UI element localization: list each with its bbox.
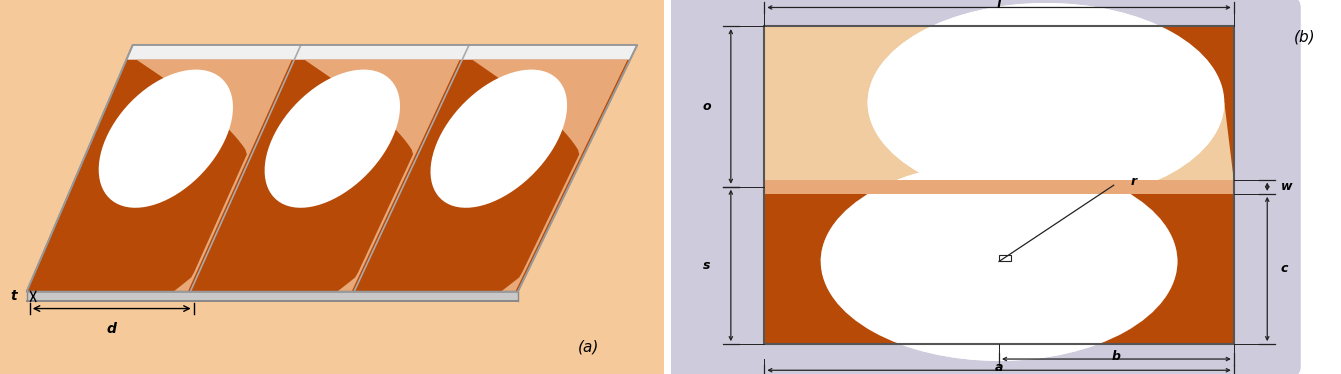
Text: (b): (b): [1294, 29, 1316, 44]
Text: (a): (a): [578, 340, 599, 355]
Bar: [999, 255, 1011, 261]
Polygon shape: [472, 60, 628, 292]
Polygon shape: [27, 45, 637, 292]
Circle shape: [821, 162, 1177, 361]
Text: b: b: [1112, 350, 1121, 363]
Text: r: r: [1130, 175, 1137, 188]
Polygon shape: [137, 60, 292, 292]
Bar: [764, 180, 1234, 194]
Polygon shape: [27, 45, 637, 292]
Polygon shape: [430, 70, 567, 208]
Circle shape: [868, 3, 1224, 202]
Bar: [764, 26, 1234, 180]
Polygon shape: [1046, 26, 1234, 180]
Bar: [764, 26, 1234, 344]
Text: w: w: [1281, 180, 1293, 193]
Text: t: t: [9, 289, 16, 303]
Circle shape: [821, 162, 1177, 361]
Polygon shape: [764, 194, 1177, 344]
Text: o: o: [703, 100, 711, 113]
Bar: [764, 26, 1234, 344]
Polygon shape: [27, 292, 518, 301]
Text: a: a: [995, 361, 1003, 374]
Polygon shape: [264, 70, 400, 208]
Polygon shape: [99, 70, 233, 208]
Circle shape: [868, 3, 1224, 202]
FancyBboxPatch shape: [657, 0, 1301, 374]
Polygon shape: [304, 60, 460, 292]
Text: s: s: [703, 259, 711, 272]
Text: d: d: [107, 322, 117, 335]
Bar: [764, 194, 1234, 344]
Text: c: c: [1281, 263, 1287, 276]
Text: l: l: [996, 0, 1002, 11]
Polygon shape: [126, 45, 637, 60]
FancyBboxPatch shape: [0, 0, 673, 374]
